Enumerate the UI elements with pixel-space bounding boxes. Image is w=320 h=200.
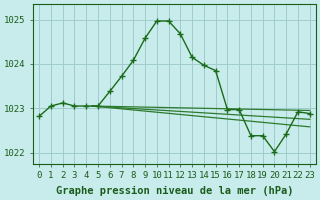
X-axis label: Graphe pression niveau de la mer (hPa): Graphe pression niveau de la mer (hPa) xyxy=(56,186,293,196)
